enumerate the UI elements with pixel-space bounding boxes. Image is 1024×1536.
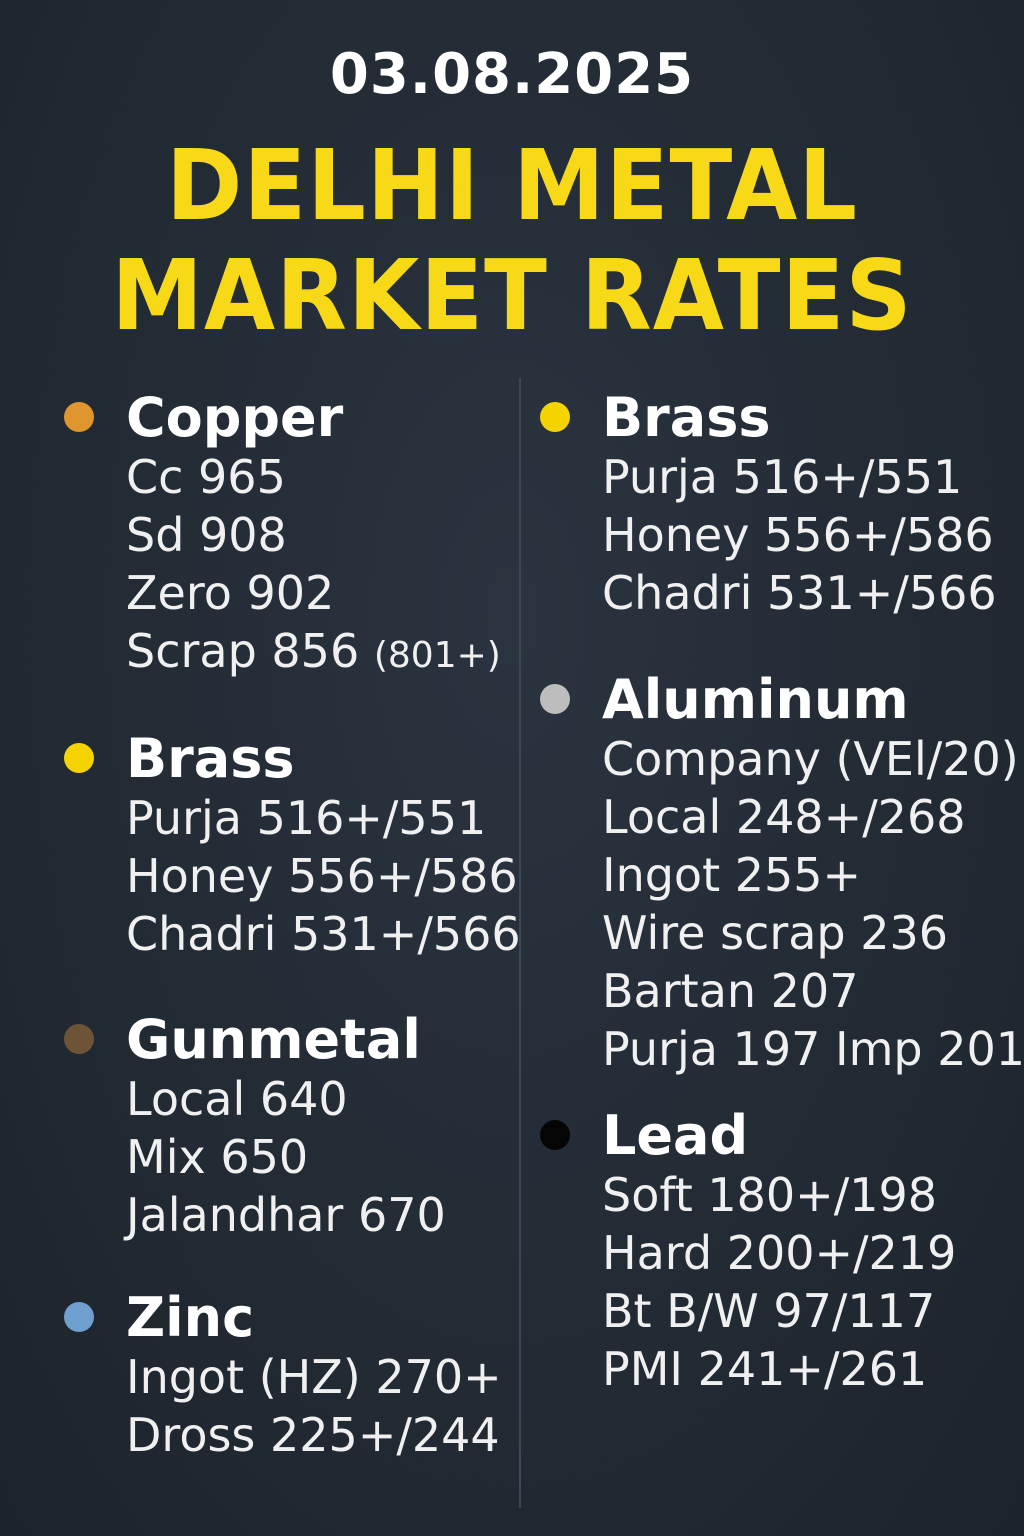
rate-item: Sd 908 (126, 508, 287, 562)
metal-group-name: Lead (602, 1104, 749, 1167)
lead-bullet-icon (540, 1120, 570, 1150)
rate-item-note: (801+) (373, 635, 501, 676)
rate-item: Honey 556+/586 (602, 508, 994, 562)
rate-item: Soft 180+/198 (602, 1168, 938, 1222)
metal-group-brass-right: Brass Purja 516+/551 Honey 556+/586 Chad… (540, 386, 997, 622)
rate-item: Bartan 207 (602, 964, 859, 1018)
metal-group-name: Brass (126, 727, 295, 790)
brass-bullet-icon (540, 402, 570, 432)
page-title-line-2: MARKET RATES (111, 238, 913, 353)
metal-group-name: Zinc (126, 1286, 255, 1349)
rate-item: Honey 556+/586 (126, 849, 518, 903)
rate-item: Bt B/W 97/117 (602, 1284, 936, 1338)
metal-group-gunmetal: Gunmetal Local 640 Mix 650 Jalandhar 670 (64, 1008, 446, 1244)
rate-item: Wire scrap 236 (602, 906, 949, 960)
rate-item-with-note: Scrap 856 (801+) (126, 622, 501, 685)
rate-item: Local 640 (126, 1072, 348, 1126)
rate-item: PMI 241+/261 (602, 1342, 928, 1396)
rate-item: Local 248+/268 (602, 790, 966, 844)
rate-item: Jalandhar 670 (126, 1188, 446, 1242)
metal-group-zinc: Zinc Ingot (HZ) 270+ Dross 225+/244 (64, 1286, 502, 1464)
metal-group-name: Brass (602, 386, 771, 449)
aluminum-bullet-icon (540, 684, 570, 714)
brass-bullet-icon (64, 743, 94, 773)
rate-item: Purja 516+/551 (126, 791, 487, 845)
rate-item: Chadri 531+/566 (602, 566, 997, 620)
metal-group-brass: Brass Purja 516+/551 Honey 556+/586 Chad… (64, 727, 521, 963)
gunmetal-bullet-icon (64, 1024, 94, 1054)
rate-item-text: Scrap 856 (126, 624, 360, 678)
rate-item: Purja 516+/551 (602, 450, 963, 504)
metal-group-name: Gunmetal (126, 1008, 421, 1071)
metal-group-lead: Lead Soft 180+/198 Hard 200+/219 Bt B/W … (540, 1104, 956, 1398)
column-divider (519, 378, 521, 1508)
rate-item: Hard 200+/219 (602, 1226, 957, 1280)
page-title-line-1: DELHI METAL (166, 128, 858, 243)
rate-item: Ingot 255+ (602, 848, 862, 902)
copper-bullet-icon (64, 402, 94, 432)
rate-item: Purja 197 Imp 201 (602, 1022, 1024, 1076)
rate-item: Ingot (HZ) 270+ (126, 1350, 502, 1404)
rate-item: Company (VEl/20) (602, 732, 1019, 786)
metal-group-copper: Copper Cc 965 Sd 908 Zero 902 Scrap 856 … (64, 386, 501, 685)
date-label: 03.08.2025 (329, 42, 695, 107)
zinc-bullet-icon (64, 1302, 94, 1332)
metal-group-aluminum: Aluminum Company (VEl/20) Local 248+/268… (540, 668, 1024, 1078)
rate-item: Chadri 531+/566 (126, 907, 521, 961)
rate-item: Dross 225+/244 (126, 1408, 500, 1462)
rate-item: Cc 965 (126, 450, 286, 504)
rate-item: Mix 650 (126, 1130, 309, 1184)
metal-group-name: Aluminum (602, 668, 909, 731)
rate-item: Zero 902 (126, 566, 335, 620)
metal-group-name: Copper (126, 386, 344, 449)
